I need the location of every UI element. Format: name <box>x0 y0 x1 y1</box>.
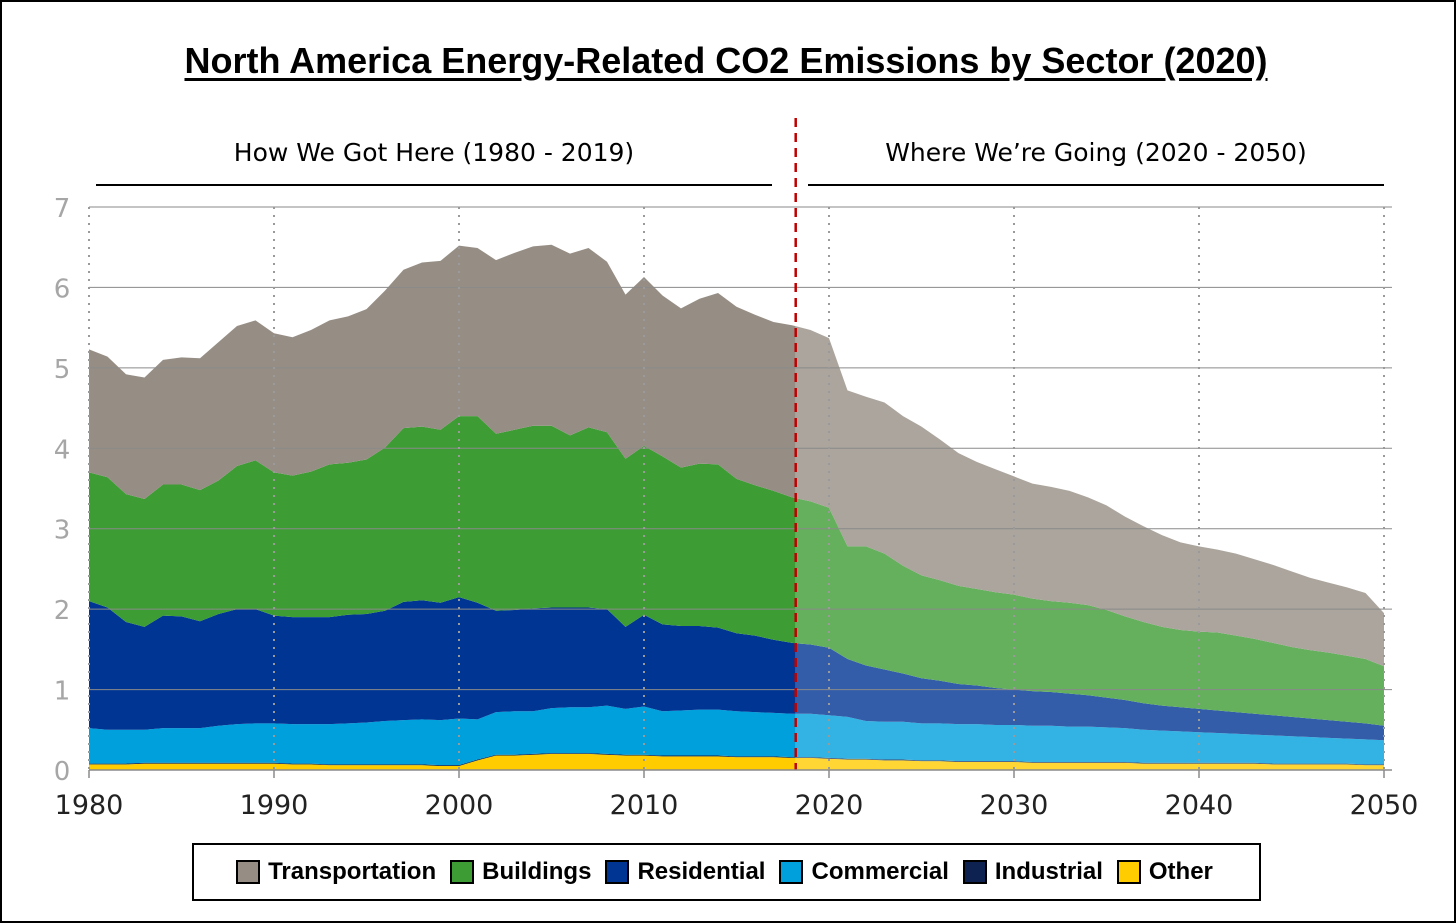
projection-period-label: Where We’re Going (2020 - 2050) <box>885 138 1307 167</box>
area-buildings-historical <box>89 416 796 644</box>
legend-item-other: Other <box>1116 858 1217 886</box>
legend-label: Other <box>1148 858 1213 885</box>
legend-swatch <box>962 860 987 884</box>
grid-layer <box>88 206 1392 770</box>
x-tick-label: 2010 <box>610 790 679 821</box>
legend-swatch <box>779 860 804 884</box>
area-transportation-historical <box>89 244 796 499</box>
area-commercial-projected <box>795 713 1384 765</box>
area-other-projected <box>795 757 1384 770</box>
area-industrial-projected <box>795 757 1384 766</box>
legend-label: Buildings <box>482 858 592 885</box>
legend-swatch <box>1116 860 1141 884</box>
legend-swatch <box>605 860 630 884</box>
historical-period-rule <box>96 184 772 186</box>
y-tick-label: 4 <box>54 435 71 465</box>
chart-legend: Transportation Buildings Residential Commer… <box>192 843 1261 901</box>
x-tick-label: 2040 <box>1165 790 1234 821</box>
y-tick-label: 6 <box>54 274 71 304</box>
legend-swatch <box>450 860 475 884</box>
y-tick-label: 3 <box>54 516 71 546</box>
y-tick-label: 7 <box>54 194 71 224</box>
x-tick-label: 1980 <box>55 790 124 821</box>
legend-swatch <box>236 860 261 884</box>
axis-layer: 0 1 2 3 4 5 6 7 1980 1990 2000 2010 2020 2030 2040 2050 <box>54 118 1419 821</box>
legend-label: Residential <box>637 858 766 885</box>
area-other-historical <box>89 753 796 770</box>
legend-item-residential: Residential <box>605 858 769 886</box>
x-tick-label: 1990 <box>240 790 309 821</box>
legend-item-buildings: Buildings <box>450 858 595 886</box>
legend-item-transportation: Transportation <box>236 858 440 886</box>
area-layer <box>89 244 1384 770</box>
area-transportation-projected <box>795 326 1384 667</box>
legend-label: Industrial <box>994 858 1103 885</box>
area-residential-projected <box>795 643 1384 741</box>
historical-period-label: How We Got Here (1980 - 2019) <box>233 138 635 167</box>
area-industrial-historical <box>89 753 796 766</box>
y-tick-label: 2 <box>54 596 71 626</box>
x-tick-label: 2000 <box>425 790 494 821</box>
area-buildings-projected <box>795 498 1384 726</box>
legend-item-industrial: Industrial <box>962 858 1107 886</box>
legend-item-commercial: Commercial <box>779 858 952 886</box>
y-tick-label: 1 <box>54 677 71 707</box>
chart-title: North America Energy-Related CO2 Emissio… <box>184 40 1268 81</box>
y-tick-label: 5 <box>54 355 71 385</box>
y-tick-label: 0 <box>54 757 71 787</box>
area-residential-historical <box>89 597 796 730</box>
x-tick-label: 2030 <box>980 790 1049 821</box>
legend-label: Commercial <box>811 858 949 885</box>
projection-period-rule <box>808 184 1384 186</box>
x-tick-label: 2020 <box>795 790 864 821</box>
x-tick-label: 2050 <box>1350 790 1419 821</box>
area-commercial-historical <box>89 705 796 766</box>
legend-label: Transportation <box>268 858 437 885</box>
